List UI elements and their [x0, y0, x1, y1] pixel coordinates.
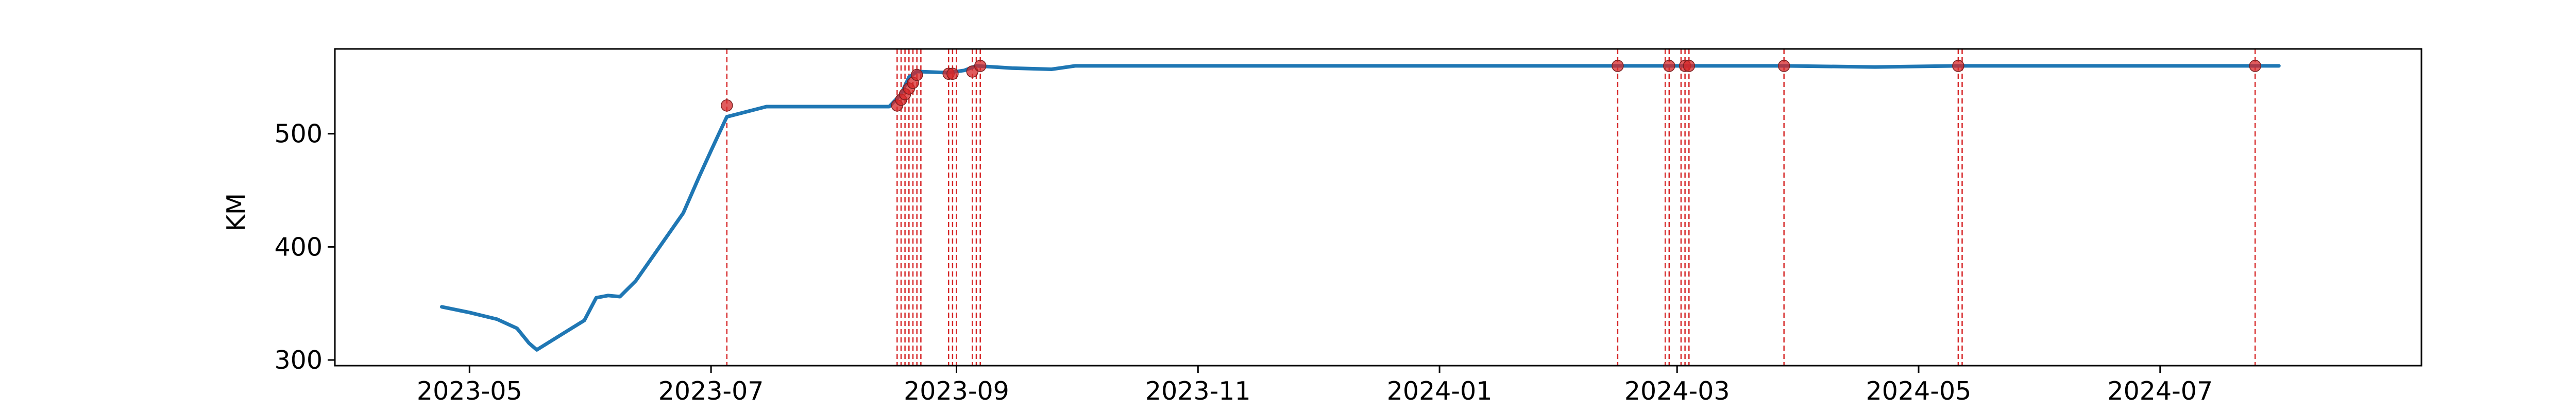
x-tick-label: 2023-11 [1145, 376, 1251, 406]
x-axis: 2023-05 2023-07 2023-09 2023-11 2024-01 2024-… [417, 366, 2213, 406]
x-tick-label: 2024-03 [1624, 376, 1730, 406]
event-marker [974, 60, 987, 72]
event-marker [721, 99, 733, 112]
y-axis: 300 400 500 [274, 119, 335, 375]
plot-frame [334, 48, 2422, 367]
event-marker [910, 68, 923, 81]
event-marker [1683, 60, 1696, 72]
series-group [440, 64, 2281, 352]
x-tick-label: 2024-01 [1387, 376, 1493, 406]
x-tick-label: 2024-05 [1866, 376, 1972, 406]
event-markers [721, 60, 2261, 112]
event-marker [1952, 60, 1964, 72]
x-tick-label: 2023-09 [904, 376, 1009, 406]
y-tick-label: 500 [274, 119, 323, 149]
y-axis-label: KM [222, 193, 251, 231]
event-marker [1777, 60, 1790, 72]
y-tick-label: 400 [274, 232, 323, 262]
event-marker [2249, 60, 2261, 72]
x-tick-label: 2023-07 [658, 376, 764, 406]
event-marker [1612, 60, 1624, 72]
series-line [440, 64, 2281, 352]
event-lines [726, 49, 2256, 366]
y-tick-label: 300 [274, 346, 323, 375]
event-marker [946, 67, 959, 80]
event-marker [1663, 60, 1675, 72]
x-tick-label: 2024-07 [2107, 376, 2213, 406]
x-tick-label: 2023-05 [417, 376, 522, 406]
